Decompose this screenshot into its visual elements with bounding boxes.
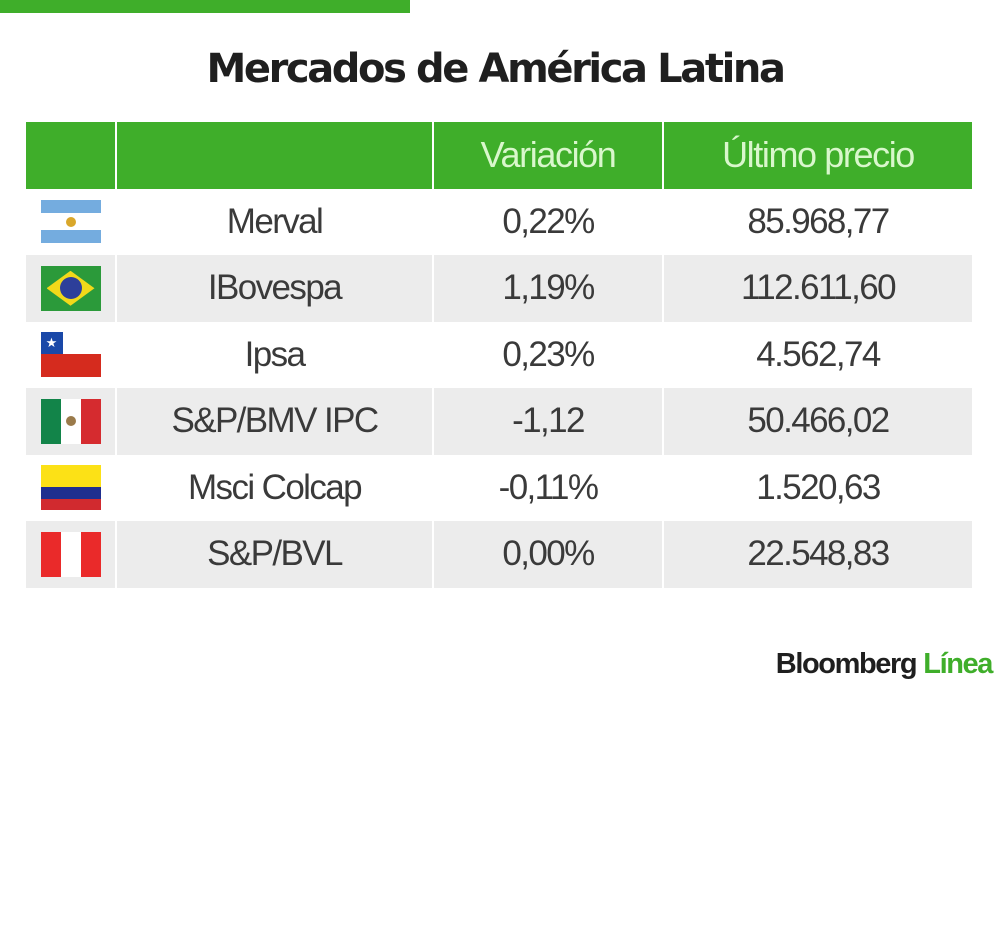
table-row: S&P/BMV IPC -1,12 50.466,02 (26, 388, 972, 455)
bloomberg-linea-logo: Bloomberg Línea (775, 648, 994, 681)
variation: 0,22% (434, 188, 664, 255)
last-price: 4.562,74 (756, 334, 881, 374)
header-last-price: Último precio (722, 134, 915, 176)
markets-table: Variación Último precio Merval 0,22% 85.… (26, 122, 972, 588)
mexico-flag-icon (40, 398, 101, 444)
brazil-flag-icon (40, 265, 101, 311)
table-row: S&P/BVL 0,00% 22.548,83 (26, 521, 972, 588)
table-row: ★ Ipsa 0,23% 4.562,74 (26, 321, 972, 388)
last-price: 50.466,02 (747, 401, 890, 441)
header-index (117, 122, 434, 189)
chile-flag-icon: ★ (40, 332, 101, 378)
index-name: Msci Colcap (117, 454, 434, 521)
table-row: IBovespa 1,19% 112.611,60 (26, 255, 972, 322)
last-price: 1.520,63 (756, 467, 881, 507)
variation: 0,23% (434, 321, 664, 388)
index-name: IBovespa (117, 255, 434, 322)
colombia-flag-icon (40, 465, 101, 511)
last-price: 85.968,77 (747, 201, 890, 241)
header-variation: Variación (434, 122, 664, 189)
index-name: Merval (117, 188, 434, 255)
peru-flag-icon (40, 531, 101, 577)
accent-bar (0, 0, 410, 13)
last-price: 22.548,83 (747, 534, 890, 574)
variation: -0,11% (434, 454, 664, 521)
header-flag (26, 122, 117, 189)
table-header: Variación Último precio (26, 122, 972, 189)
logo-sub: Línea (923, 648, 993, 680)
variation: -1,12 (434, 388, 664, 455)
variation: 1,19% (434, 255, 664, 322)
index-name: S&P/BVL (117, 521, 434, 588)
logo-brand: Bloomberg (775, 648, 918, 680)
table-row: Merval 0,22% 85.968,77 (26, 188, 972, 255)
argentina-flag-icon (40, 199, 101, 245)
index-name: S&P/BMV IPC (117, 388, 434, 455)
page-title: Mercados de América Latina (206, 46, 786, 92)
last-price: 112.611,60 (741, 268, 897, 308)
variation: 0,00% (434, 521, 664, 588)
index-name: Ipsa (117, 321, 434, 388)
table-row: Msci Colcap -0,11% 1.520,63 (26, 454, 972, 521)
